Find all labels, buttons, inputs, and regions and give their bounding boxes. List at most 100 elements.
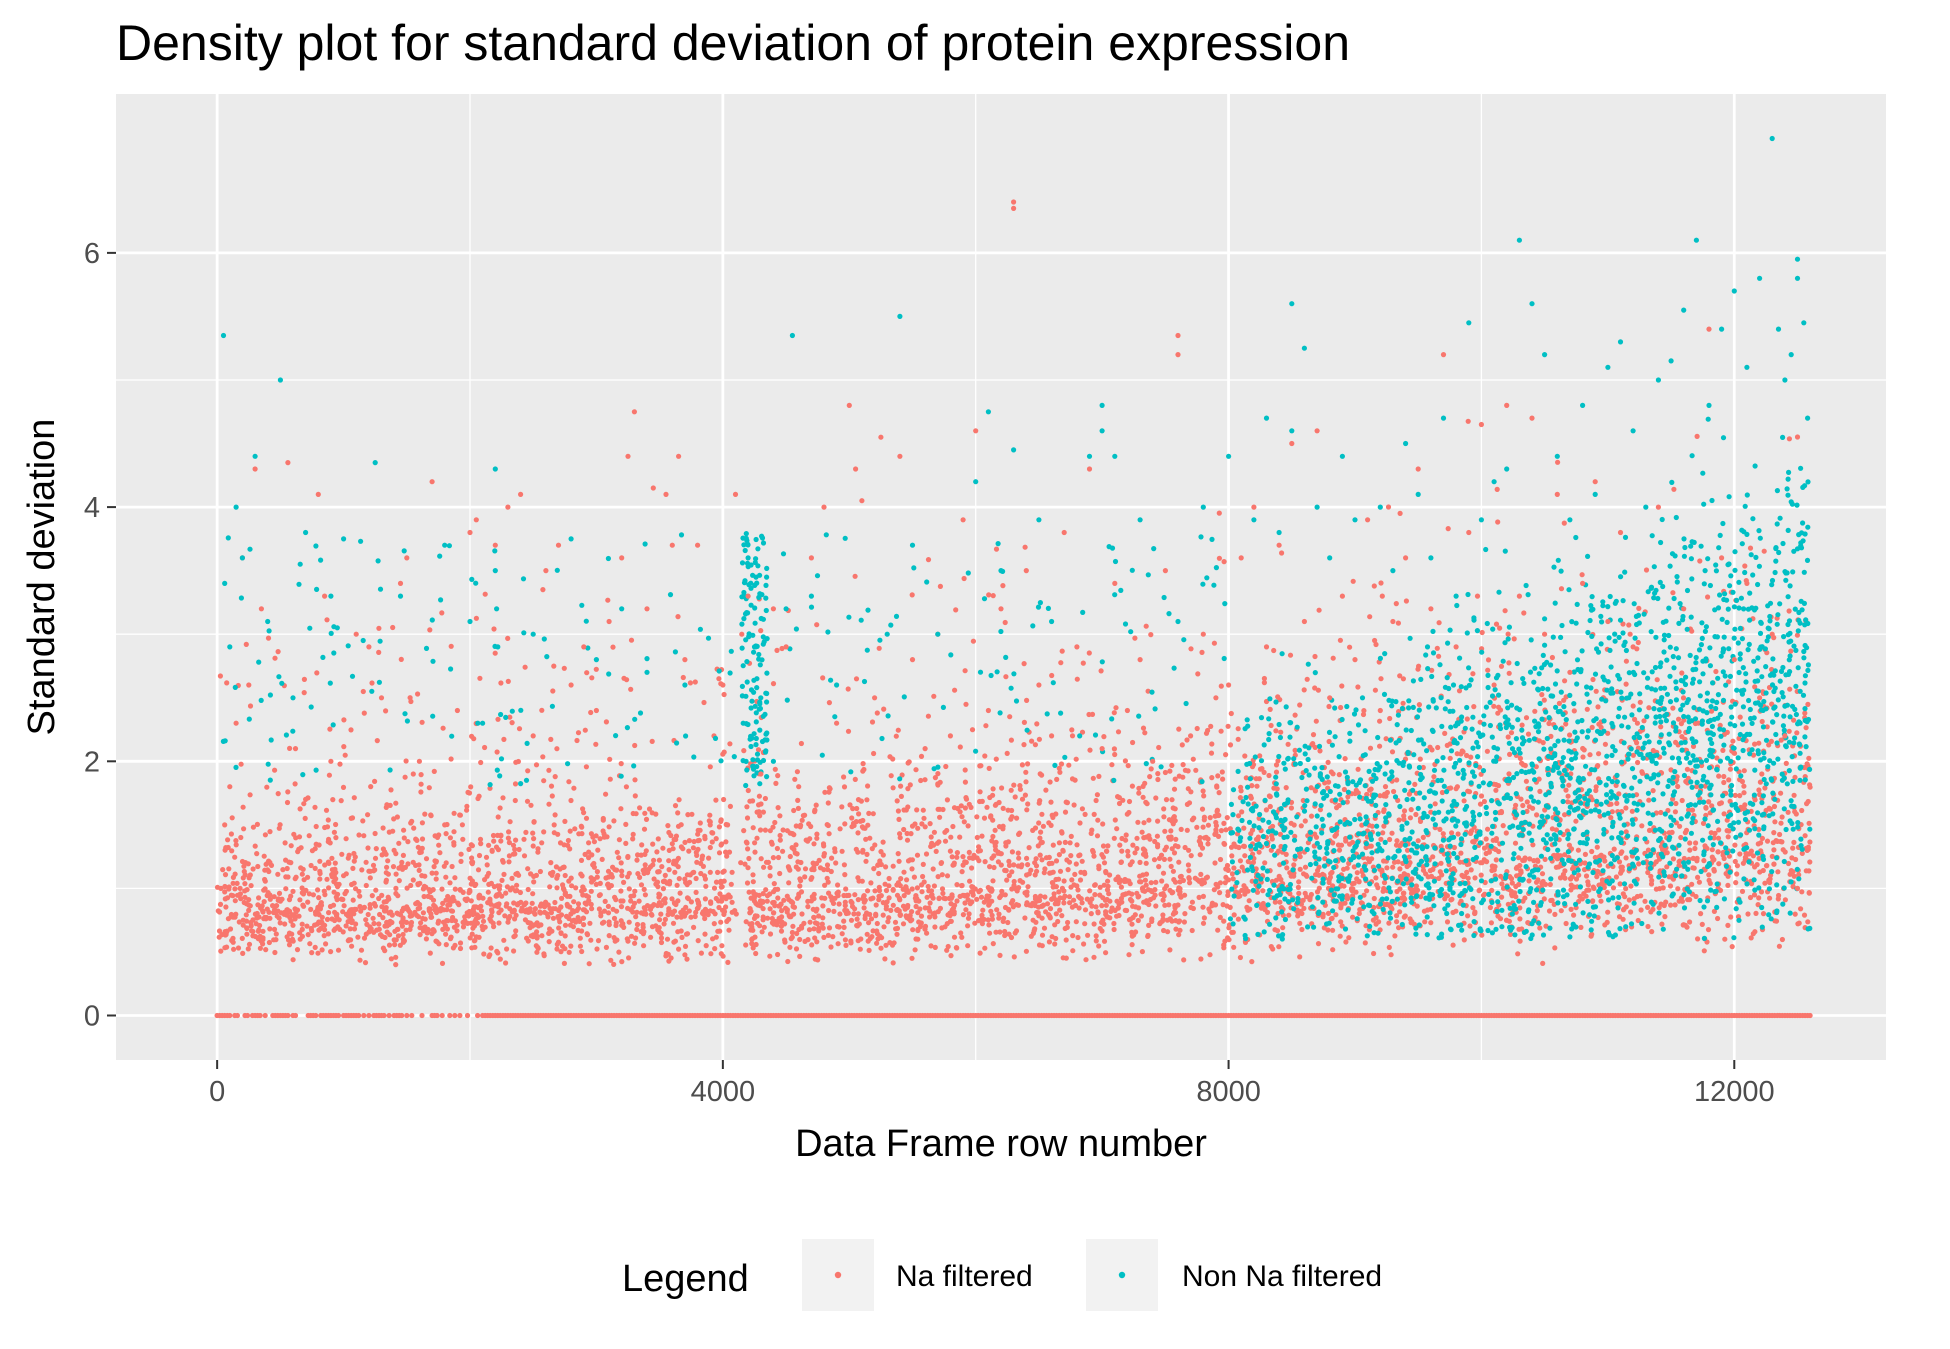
na-point [605,903,612,910]
na-point [1799,889,1805,895]
na-point [1512,840,1519,846]
na-point [904,830,910,837]
na-point [1353,889,1359,895]
na-point [507,714,513,720]
na-point [1338,704,1344,711]
na-point [725,822,731,828]
na-point [1478,793,1485,799]
na-point [774,845,781,852]
na-point [1403,598,1409,604]
na-point [609,874,615,880]
na-point [1466,789,1473,795]
na-point [1396,817,1402,823]
na-point [1132,635,1138,641]
na-point [235,945,242,951]
na-point [706,818,712,824]
na-point [1445,526,1451,532]
na-point [290,888,296,895]
na-point [331,927,337,933]
na-point [1664,864,1670,870]
na-point [1112,751,1118,758]
na-point [284,934,290,940]
na-point [415,914,422,920]
na-point [468,842,474,848]
na-point [623,784,630,790]
na-point [987,864,993,870]
na-point [497,805,503,811]
na-point [1646,705,1652,711]
na-point [1759,835,1765,842]
na-point [351,880,357,886]
na-point [854,916,860,922]
na-point [905,760,911,766]
na-point [478,841,484,847]
na-point [283,874,289,880]
na-point [490,832,497,839]
na-point [790,923,796,929]
na-point [937,583,944,590]
na-point [963,701,969,707]
na-point [1372,687,1378,693]
na-point [814,622,820,628]
na-point [463,897,469,904]
na-point [1135,917,1141,924]
na-point [1759,718,1765,725]
na-point [1722,936,1728,942]
na-point [594,869,601,875]
na-point [380,945,386,951]
na-point [349,918,355,924]
na-point [669,841,675,847]
na-point [1145,688,1151,694]
na-point [856,921,862,927]
na-point [984,804,990,810]
na-point [702,896,709,902]
na-point [419,1012,425,1019]
na-point [1084,896,1090,902]
na-point [335,1012,342,1019]
na-point [1676,716,1682,722]
na-point [1069,727,1075,733]
na-point [1037,835,1043,841]
na-point [1714,755,1720,761]
na-point [642,892,649,898]
na-point [532,906,539,912]
na-point [1068,833,1074,840]
na-point [225,916,231,922]
na-point [791,846,797,852]
na-point [648,934,654,940]
na-point [1346,935,1352,941]
na-point [1209,775,1215,781]
na-point [506,829,512,835]
na-point [1330,947,1336,953]
na-point [771,889,777,895]
na-point [1557,853,1564,859]
na-point [264,892,270,899]
na-point [264,867,271,873]
na-point [491,838,497,844]
na-point [413,862,419,869]
na-point [598,910,604,916]
na-point [537,910,544,916]
na-point [577,943,584,949]
na-point [961,819,967,825]
na-point [901,826,907,833]
na-point [868,916,875,922]
na-point [1635,759,1641,766]
na-point [1724,828,1730,834]
na-point [1558,908,1564,914]
na-point [230,874,236,881]
na-point [1095,910,1101,916]
na-point [513,759,519,765]
na-point [1063,937,1069,943]
na-point [1741,783,1747,789]
na-point [1689,881,1695,887]
na-point [372,855,379,861]
na-point [874,710,880,716]
na-point [1485,667,1491,673]
na-point [1262,860,1268,866]
na-point [842,937,849,943]
na-point [1483,836,1489,842]
na-point [356,832,362,838]
na-point [1171,909,1177,915]
na-point [1503,830,1509,836]
